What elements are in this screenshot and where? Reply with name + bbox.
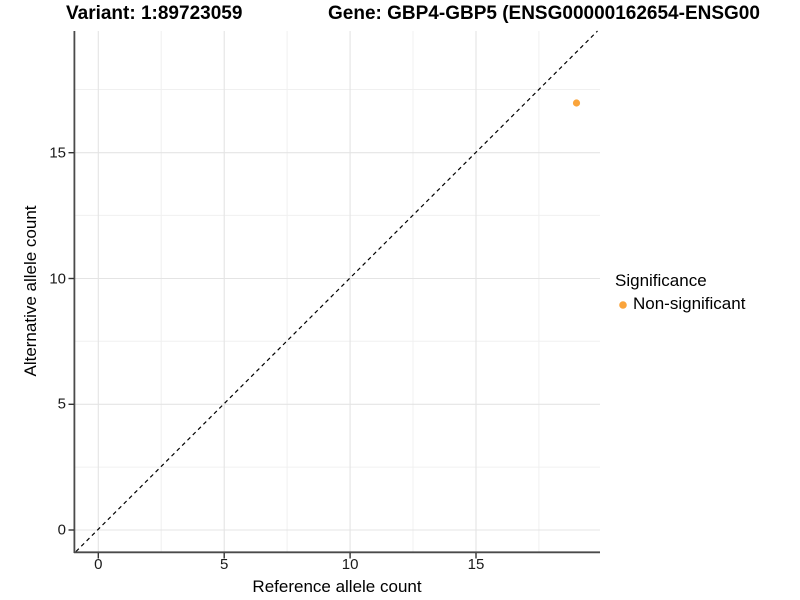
- y-tick-label: 10: [49, 270, 66, 287]
- data-point: [572, 99, 581, 107]
- legend-point-icon: [619, 301, 627, 309]
- y-tick-label: 5: [57, 395, 66, 413]
- grid-minor-lines: [75, 31, 600, 552]
- x-tick-label: 10: [341, 556, 359, 573]
- y-axis-title: Alternative allele count: [21, 205, 40, 377]
- plot-title-variant: Variant: 1:89723059: [66, 3, 243, 24]
- legend-item: Non-significant: [614, 294, 745, 314]
- axis-lines: [73, 31, 600, 554]
- plot-title-gene: Gene: GBP4-GBP5 (ENSG00000162654-ENSG00: [328, 3, 760, 24]
- y-tick-label: 15: [49, 144, 66, 162]
- identity-dashed-line: [75, 30, 598, 552]
- legend: Significance Non-significant: [614, 271, 745, 314]
- x-axis-title: Reference allele count: [252, 577, 422, 596]
- legend-item-label: Non-significant: [633, 294, 746, 313]
- y-tick-label: 0: [57, 521, 66, 539]
- legend-title: Significance: [615, 271, 707, 290]
- x-tick-label: 15: [467, 556, 485, 573]
- x-tick-label: 0: [94, 556, 103, 573]
- axis-tick-marks: [68, 151, 477, 559]
- x-tick-label: 5: [220, 556, 229, 573]
- grid-major-lines: [75, 31, 600, 552]
